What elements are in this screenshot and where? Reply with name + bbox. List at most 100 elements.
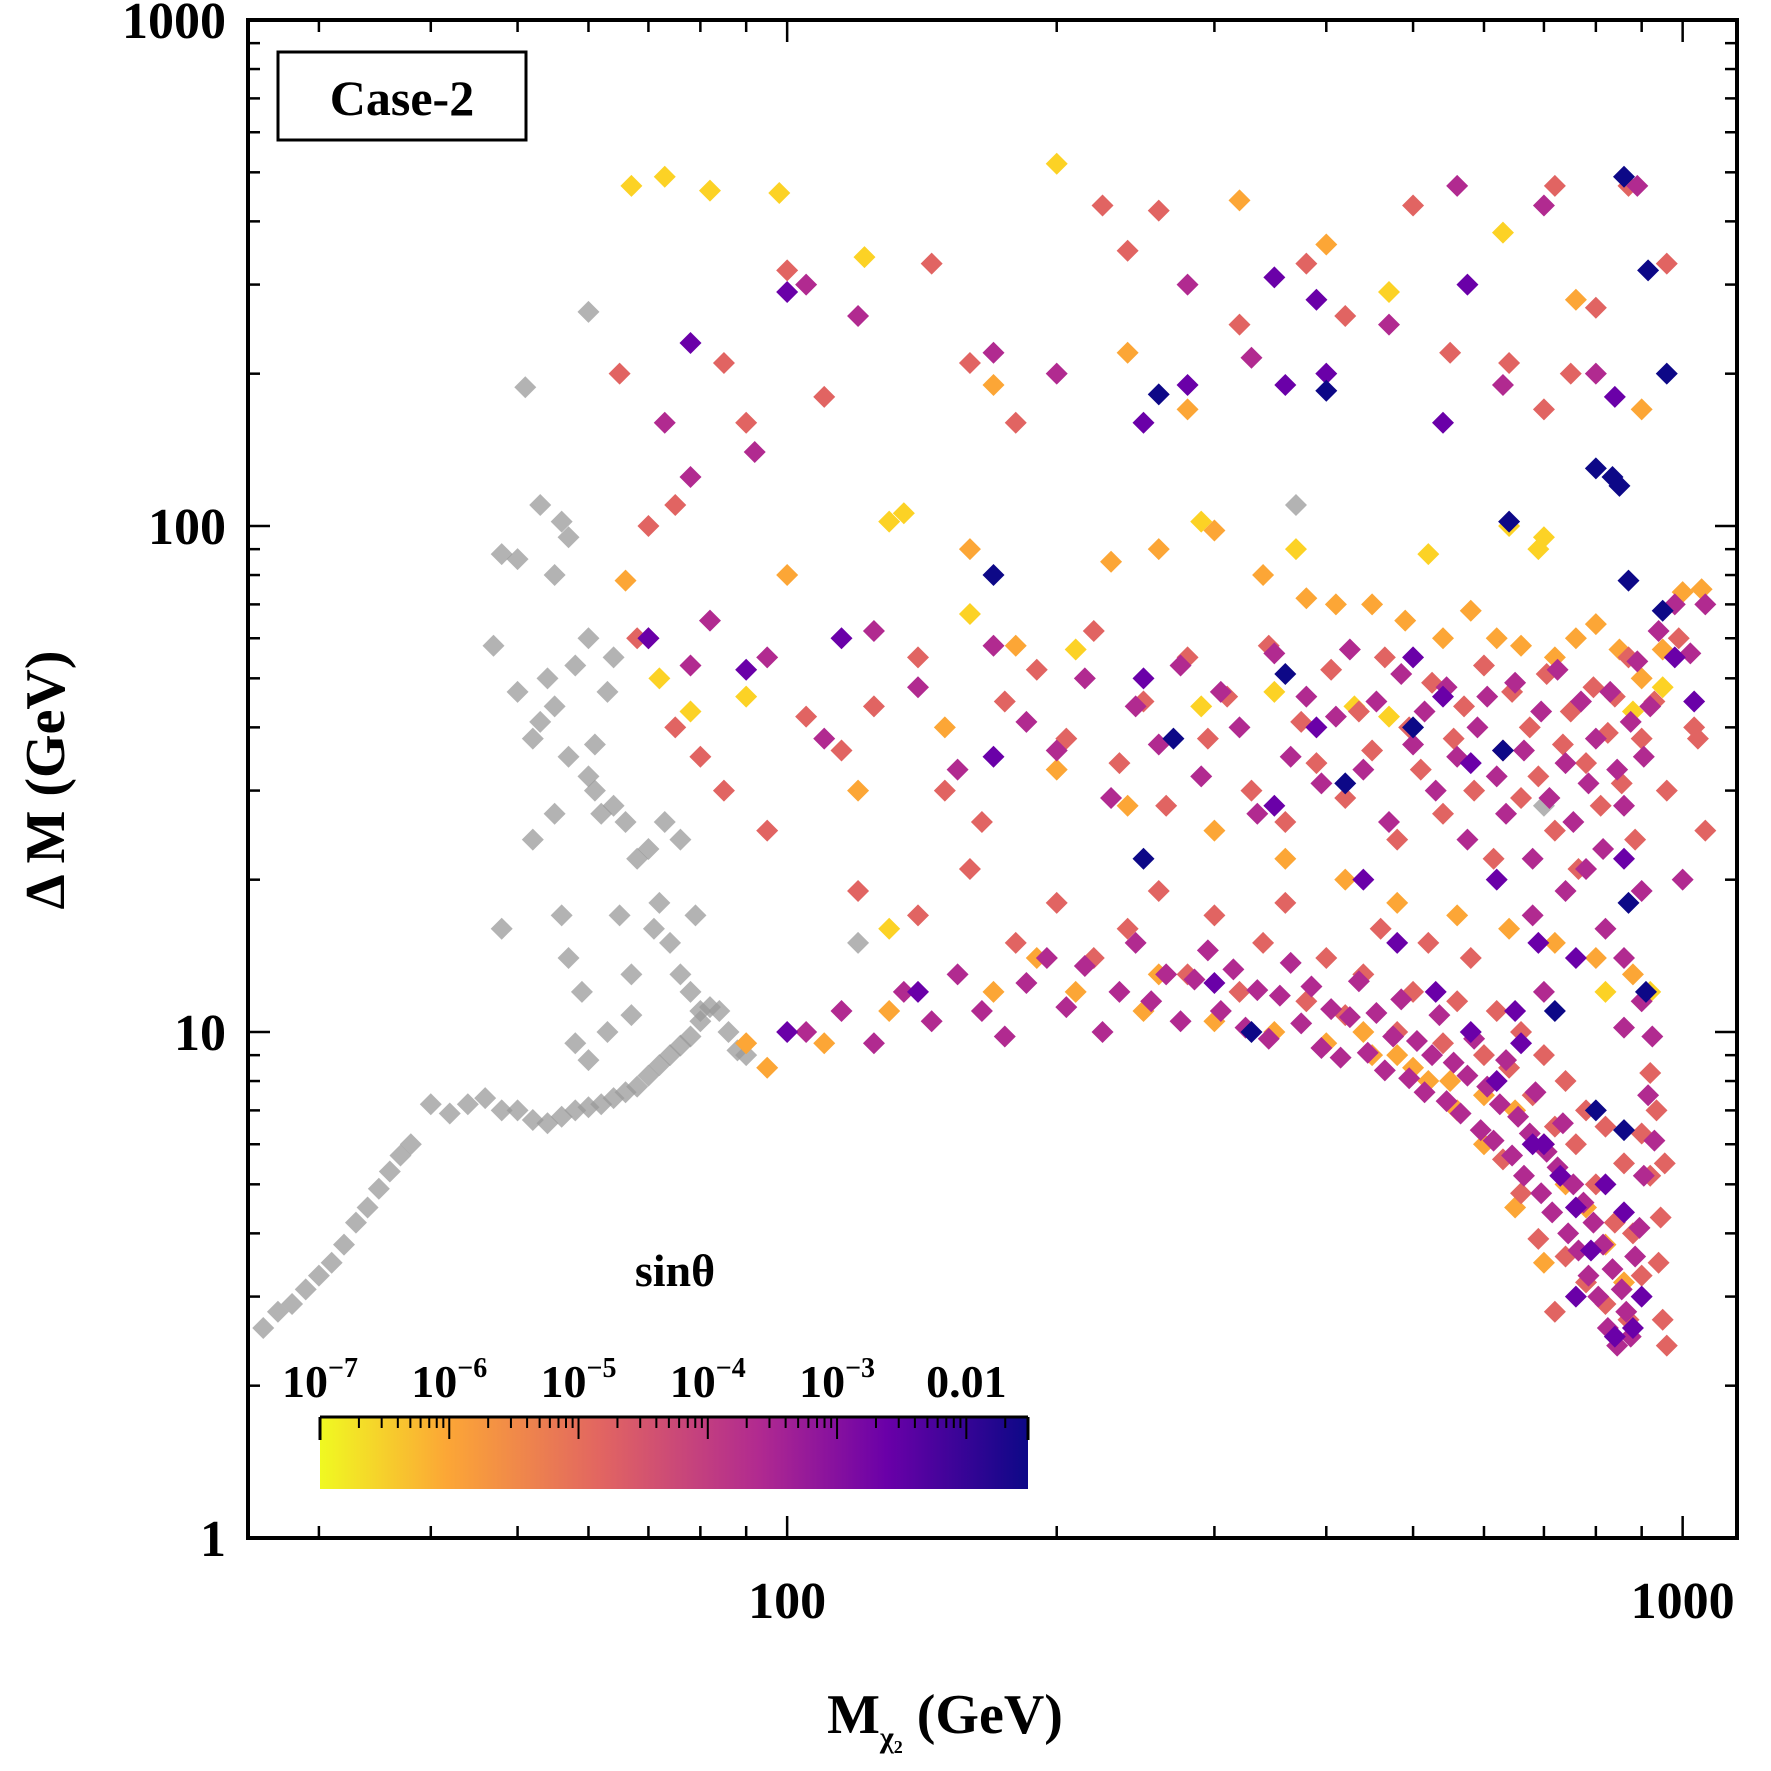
data-point — [1045, 362, 1068, 385]
data-point — [1228, 980, 1251, 1003]
x-tick-label: 100 — [748, 1573, 826, 1630]
data-point — [1315, 379, 1338, 402]
excluded-point — [659, 931, 682, 954]
data-point — [1176, 373, 1199, 396]
data-point — [1679, 642, 1702, 665]
data-point — [756, 646, 779, 669]
data-point — [679, 654, 702, 677]
data-point — [1162, 727, 1185, 750]
data-point — [743, 441, 766, 464]
data-point — [1655, 1334, 1678, 1357]
excluded-point — [543, 564, 566, 587]
data-point — [1551, 733, 1574, 756]
excluded-point — [438, 1102, 461, 1125]
data-point — [1315, 233, 1338, 256]
data-point — [1589, 794, 1612, 817]
data-point — [1373, 1059, 1396, 1082]
data-point — [1446, 904, 1469, 927]
data-point — [1352, 758, 1375, 781]
data-point — [1619, 710, 1642, 733]
axis-ticks — [248, 20, 1737, 1540]
data-point — [1606, 758, 1629, 781]
data-point — [1630, 879, 1653, 902]
data-point — [1459, 599, 1482, 622]
excluded-point — [596, 1021, 619, 1043]
data-point — [1485, 627, 1508, 650]
data-point — [1584, 362, 1607, 385]
excluded-point — [1284, 494, 1307, 517]
data-point — [1432, 685, 1455, 708]
data-point — [679, 331, 702, 354]
data-point — [1295, 685, 1318, 708]
data-point — [1543, 1000, 1566, 1023]
data-point — [1621, 963, 1644, 986]
data-point — [1240, 1021, 1263, 1043]
data-point — [1432, 802, 1455, 825]
data-point — [1315, 362, 1338, 385]
data-point — [1402, 646, 1425, 669]
y-tick-label: 1000 — [122, 0, 226, 50]
data-point — [679, 465, 702, 488]
data-point — [1378, 705, 1401, 728]
data-point — [1446, 174, 1469, 197]
data-point — [735, 411, 758, 434]
excluded-point — [333, 1233, 356, 1256]
excluded-point — [577, 1049, 600, 1072]
excluded-point — [637, 837, 660, 860]
data-point — [1295, 252, 1318, 275]
data-point — [1557, 1222, 1580, 1245]
excluded-point — [474, 1087, 497, 1110]
data-point — [1498, 510, 1521, 533]
data-point — [1147, 879, 1170, 902]
x-axis-title: Mχ₂ (GeV) — [827, 1684, 1063, 1754]
data-point — [1637, 1084, 1660, 1107]
data-point — [1421, 1044, 1444, 1067]
data-point — [1310, 772, 1333, 795]
data-point — [1274, 373, 1297, 396]
colorbar-tick-label: 0.01 — [926, 1356, 1007, 1407]
data-point — [1300, 975, 1323, 998]
data-point — [1518, 716, 1541, 739]
data-point — [1025, 658, 1048, 681]
data-point — [1610, 1278, 1633, 1301]
data-point — [1532, 1251, 1555, 1274]
data-point — [626, 627, 649, 650]
excluded-point — [506, 1099, 529, 1122]
data-point — [1004, 634, 1027, 657]
excluded-point — [577, 765, 600, 788]
excluded-point — [669, 828, 692, 851]
data-point — [920, 252, 943, 275]
data-point — [1432, 411, 1455, 434]
data-point — [1124, 695, 1147, 718]
data-point — [637, 515, 660, 537]
data-point — [958, 857, 981, 880]
data-point — [1091, 1021, 1114, 1043]
data-point — [1228, 716, 1251, 739]
excluded-point — [367, 1177, 390, 1200]
data-point — [1147, 538, 1170, 561]
data-point — [1147, 383, 1170, 406]
data-point — [1338, 1006, 1361, 1029]
excluded-point — [399, 1133, 422, 1156]
data-point — [1510, 1021, 1533, 1043]
data-point — [1305, 288, 1328, 311]
excluded-point — [735, 1044, 758, 1067]
data-point — [1459, 947, 1482, 970]
data-point — [1647, 1251, 1670, 1274]
data-point — [1621, 1317, 1644, 1340]
colorbar-tick-label: 10−7 — [282, 1353, 358, 1407]
data-point — [1424, 980, 1447, 1003]
data-point — [1476, 685, 1499, 708]
excluded-point — [521, 1109, 544, 1132]
excluded-point — [356, 1196, 379, 1219]
data-point — [614, 569, 637, 592]
data-point — [1246, 802, 1269, 825]
data-point — [878, 917, 901, 940]
data-point — [1647, 620, 1670, 643]
data-point — [1413, 700, 1436, 723]
data-point — [1639, 1061, 1662, 1084]
data-point — [1564, 288, 1587, 311]
data-point — [1402, 716, 1425, 739]
data-point — [1501, 1144, 1524, 1167]
data-point — [1365, 690, 1388, 713]
